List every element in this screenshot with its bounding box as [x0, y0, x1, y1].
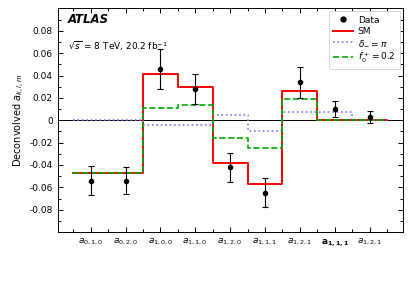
Legend: Data, SM, $\delta_{-} = \pi$, $f_0^+ = 0.2$: Data, SM, $\delta_{-} = \pi$, $f_0^+ = 0…	[329, 11, 400, 69]
Text: $\sqrt{s}$ = 8 TeV, 20.2 fb$^{-1}$: $\sqrt{s}$ = 8 TeV, 20.2 fb$^{-1}$	[68, 40, 168, 53]
Text: ATLAS: ATLAS	[68, 13, 109, 26]
Y-axis label: Deconvolved $a_{k,l,m}$: Deconvolved $a_{k,l,m}$	[12, 74, 27, 167]
